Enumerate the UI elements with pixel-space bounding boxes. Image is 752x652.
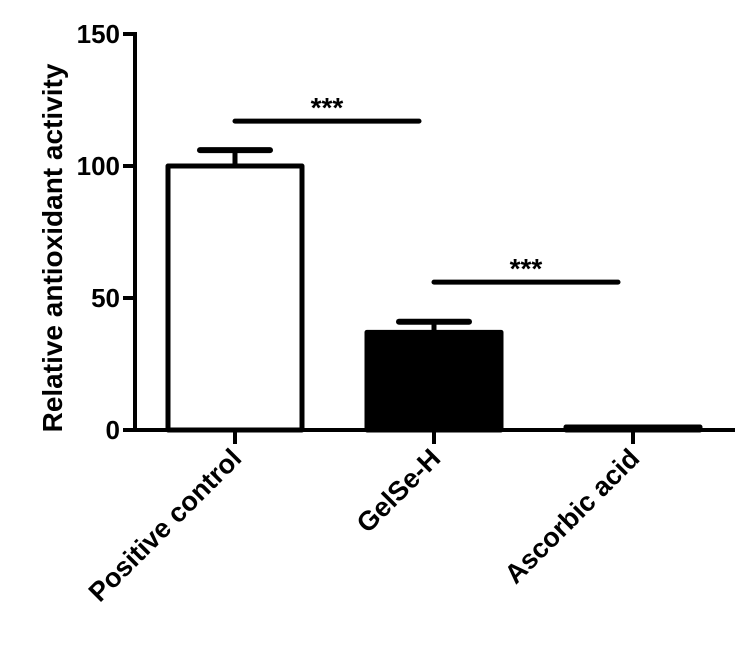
- y-axis-title-group: Relative antioxidant activity: [37, 63, 68, 432]
- x-tick-label-group: Positive control: [83, 443, 247, 607]
- y-tick-label: 100: [77, 151, 120, 181]
- bar-1: [364, 329, 504, 433]
- y-tick-label: 50: [91, 283, 120, 313]
- y-axis-title: Relative antioxidant activity: [37, 63, 68, 432]
- y-tick-label: 0: [106, 415, 120, 445]
- significance-annotations: *** ***: [232, 92, 621, 285]
- x-tick-label: Positive control: [83, 443, 247, 607]
- bar-0: [165, 163, 305, 433]
- x-axis-labels: Positive control GelSe-H Ascorbic acid: [83, 430, 645, 607]
- significance-stars: ***: [311, 92, 344, 123]
- x-tick-label-group: GelSe-H: [351, 443, 446, 538]
- bars: [165, 147, 703, 433]
- y-axis-ticks: 0 50 100 150: [77, 19, 135, 445]
- significance-stars: ***: [510, 253, 543, 284]
- x-tick-label: GelSe-H: [351, 443, 446, 538]
- y-tick-label: 150: [77, 19, 120, 49]
- x-tick-label-group: Ascorbic acid: [499, 443, 645, 589]
- x-tick-label: Ascorbic acid: [499, 443, 645, 589]
